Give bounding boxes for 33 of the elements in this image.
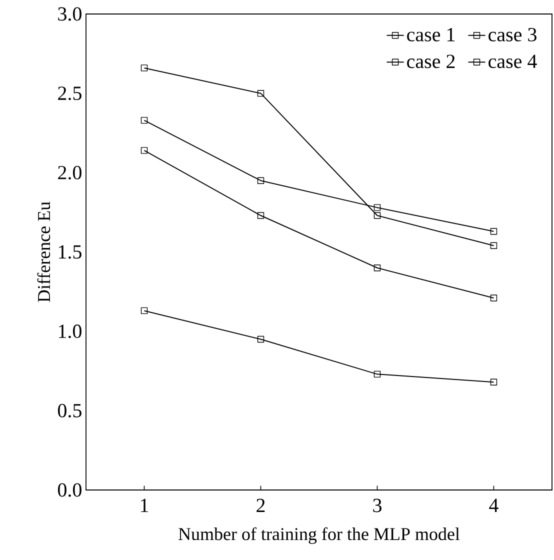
point — [257, 90, 264, 97]
x-tick-label: 4 — [489, 498, 498, 512]
x-tick-label: 3 — [373, 498, 382, 512]
y-tick-label: 1.5 — [58, 245, 82, 259]
point — [257, 212, 264, 219]
y-axis-title: Difference Eu — [37, 202, 50, 302]
point — [490, 294, 498, 302]
point — [374, 212, 381, 219]
legend-label: case 1 — [407, 28, 455, 42]
point — [140, 116, 148, 124]
point — [490, 378, 498, 386]
legend-label: case 3 — [488, 28, 536, 42]
point — [140, 147, 148, 154]
point — [140, 307, 148, 314]
point — [374, 370, 381, 378]
point — [257, 336, 264, 343]
y-tick-label: 3.0 — [58, 7, 82, 21]
point — [374, 264, 381, 272]
x-tick-label: 2 — [256, 498, 265, 512]
point — [490, 228, 498, 235]
y-tick-label: 2.5 — [58, 86, 82, 100]
y-tick-label: 1.0 — [58, 324, 82, 338]
x-axis-title: Number of training for the MLP model — [178, 527, 460, 544]
x-tick-label: 1 — [141, 498, 148, 512]
legend-label: case 4 — [488, 54, 537, 68]
y-tick-label: 0.0 — [58, 483, 82, 497]
y-tick-label: 2.0 — [58, 166, 82, 180]
point — [490, 242, 498, 250]
point — [374, 204, 381, 211]
point — [257, 177, 264, 184]
point — [140, 64, 148, 72]
legend-label: case 2 — [407, 54, 455, 68]
y-tick-label: 0.5 — [58, 404, 82, 418]
